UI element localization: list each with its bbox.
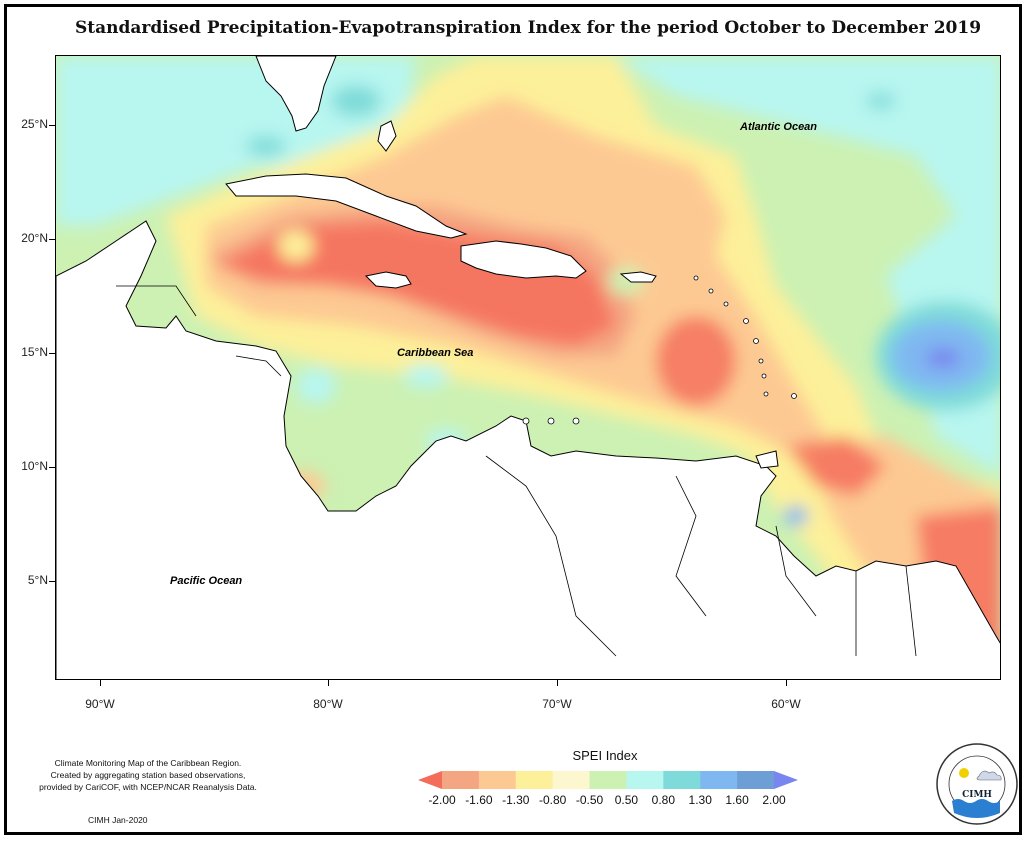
atlantic-ocean-label: Atlantic Ocean	[740, 121, 818, 133]
y-label-20n: 20°N	[21, 231, 48, 245]
legend-swatch	[515, 771, 554, 789]
legend-tick-label: -1.60	[465, 793, 493, 807]
legend-tick-label: -0.50	[575, 793, 604, 807]
credits-line: Climate Monitoring Map of the Caribbean …	[54, 758, 242, 768]
y-label-5n: 5°N	[27, 573, 48, 587]
sun-icon	[959, 768, 969, 778]
x-label-90w: 90°W	[85, 697, 115, 711]
legend-colorbar	[418, 771, 798, 789]
legend-swatch	[589, 771, 627, 789]
florida-land	[255, 56, 337, 132]
trinidad-land	[755, 450, 779, 469]
y-tick	[49, 353, 55, 354]
caribbean-sea-label: Caribbean Sea	[397, 347, 474, 359]
legend-swatch	[442, 771, 480, 789]
legend-tick-label: 1.30	[688, 793, 712, 807]
legend-tick-label: 0.50	[614, 793, 639, 807]
y-label-10n: 10°N	[21, 459, 48, 473]
spei-field	[56, 56, 1000, 679]
y-tick	[49, 239, 55, 240]
x-label-70w: 70°W	[542, 697, 572, 711]
y-tick	[49, 467, 55, 468]
legend-tick-label: 0.80	[651, 793, 675, 807]
legend-swatch	[737, 771, 775, 789]
legend-tick-label: -2.00	[428, 793, 456, 807]
legend-swatch	[700, 771, 738, 789]
legend-labels: -2.00 -1.60 -1.30 -0.80 -0.50 0.50 0.80 1.30 1.6…	[418, 793, 798, 809]
credits-date: CIMH Jan-2020	[88, 815, 148, 825]
borders	[116, 285, 917, 657]
cuba-land	[225, 173, 468, 239]
x-tick	[786, 680, 787, 686]
lesser-antilles	[522, 275, 797, 425]
x-tick	[100, 680, 101, 686]
water-icon	[952, 799, 1000, 818]
mainland-land	[56, 220, 1000, 679]
legend-swatch	[552, 771, 591, 789]
legend-tick-label: -1.30	[502, 793, 530, 807]
legend-arrow-high	[774, 771, 798, 789]
x-tick	[557, 680, 558, 686]
y-label-15n: 15°N	[21, 345, 48, 359]
legend-arrow-low	[418, 771, 442, 789]
legend-tick-label: 2.00	[762, 793, 786, 807]
spei-map[interactable]	[55, 55, 1001, 680]
pacific-ocean-label: Pacific Ocean	[170, 575, 243, 587]
logo-name: CIMH	[962, 790, 992, 800]
puerto-rico-land	[619, 271, 657, 283]
legend-title: SPEI Index	[572, 748, 638, 763]
cloud-icon	[976, 770, 1002, 781]
legend-swatch	[663, 771, 701, 789]
legend-swatch	[478, 771, 517, 789]
credits-line: Created by aggregating station based obs…	[50, 770, 246, 780]
cimh-logo: CIMH	[936, 743, 1018, 825]
y-tick	[49, 125, 55, 126]
credits-block: Climate Monitoring Map of the Caribbean …	[28, 757, 268, 793]
landmasses	[56, 56, 1000, 679]
jamaica-land	[364, 271, 412, 289]
credits-line: provided by CariCOF, with NCEP/NCAR Rean…	[39, 782, 257, 792]
y-tick	[49, 581, 55, 582]
hispaniola-land	[460, 240, 587, 279]
legend-tick-label: 1.60	[725, 793, 749, 807]
y-label-25n: 25°N	[21, 117, 48, 131]
legend-swatch	[626, 771, 664, 789]
legend-tick-label: -0.80	[538, 793, 567, 807]
map-title: Standardised Precipitation-Evapotranspir…	[74, 18, 982, 38]
x-tick	[328, 680, 329, 686]
bahamas-land	[377, 120, 397, 152]
x-label-80w: 80°W	[313, 697, 343, 711]
x-label-60w: 60°W	[771, 697, 801, 711]
